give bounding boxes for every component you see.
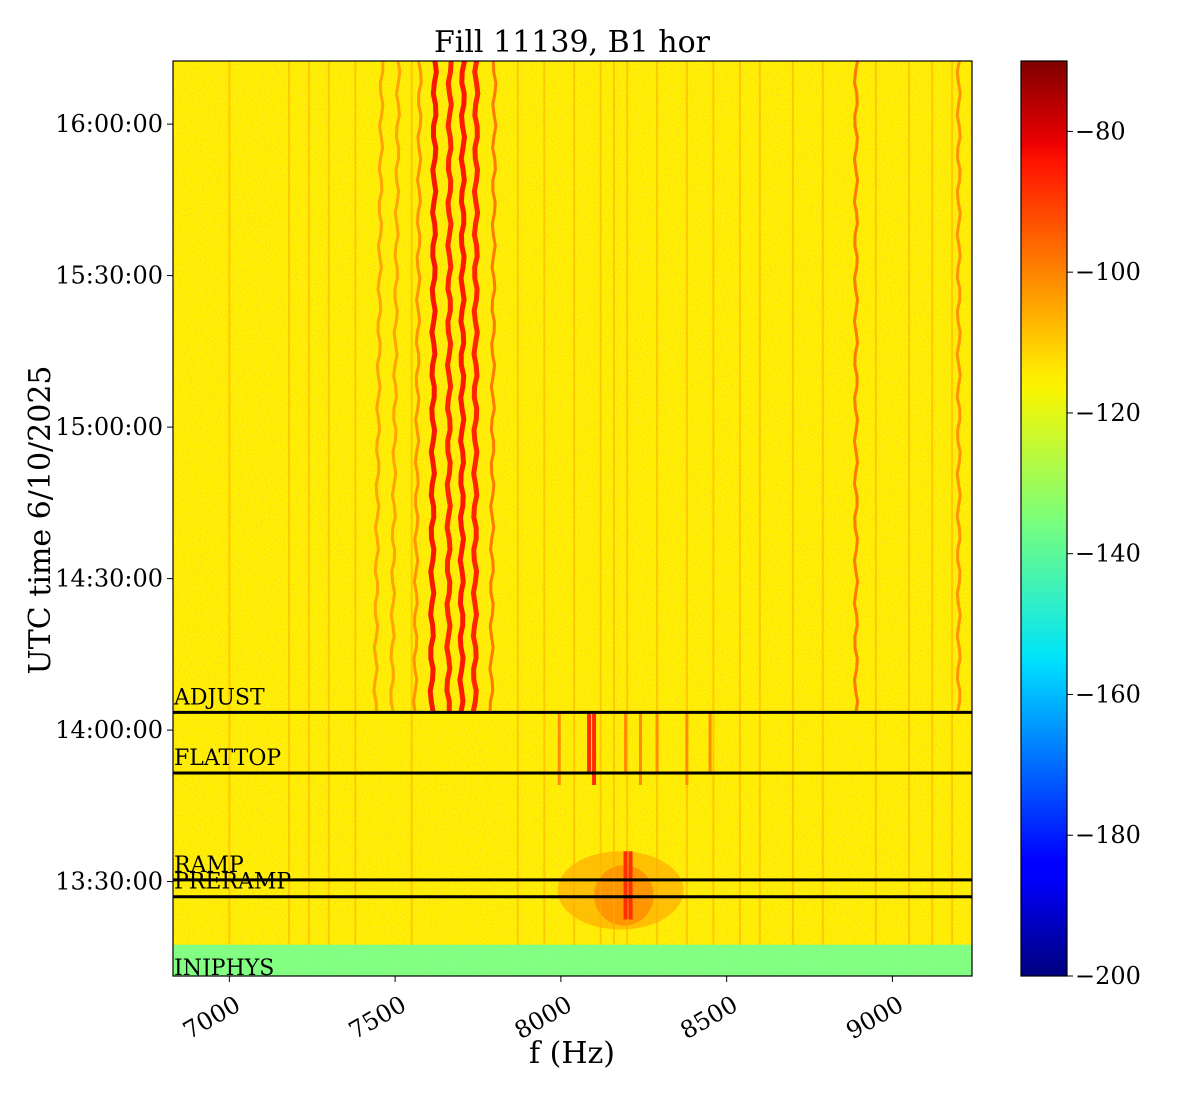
colorbar-ticks: −80 −100 −120 −140 −160 −180 −200 — [1067, 117, 1141, 990]
spectral-line — [470, 61, 481, 713]
injphys-band-texture — [173, 944, 972, 976]
y-tick-label: 15:00:00 — [55, 413, 163, 441]
spectral-line — [372, 61, 385, 713]
y-tick-label: 14:30:00 — [55, 565, 163, 593]
phase-label: RAMP — [174, 853, 244, 878]
y-axis-label: UTC time 6/10/2025 — [23, 366, 58, 675]
colorbar-tick-label: −100 — [1075, 258, 1141, 286]
spectral-line — [488, 61, 498, 713]
spectral-line — [389, 61, 402, 713]
x-tick-label: 8500 — [676, 990, 743, 1045]
plot-frame — [172, 60, 973, 977]
y-tick-label: 13:30:00 — [55, 868, 163, 896]
spectral-line — [411, 61, 423, 713]
colorbar-tick-label: −200 — [1075, 962, 1141, 990]
phase-label: PRERAMP — [174, 870, 291, 895]
x-tick-label: 7000 — [178, 990, 245, 1045]
y-tick-label: 15:30:00 — [55, 262, 163, 290]
phase-label: INJPHYS — [174, 956, 274, 981]
colorbar-tick-label: −80 — [1075, 117, 1126, 145]
y-tick-label: 14:00:00 — [55, 716, 163, 744]
y-tick-label: 16:00:00 — [55, 110, 163, 138]
y-axis-ticks: 16:00:00 15:30:00 15:00:00 14:30:00 14:00:00… — [55, 110, 173, 896]
x-tick-label: 9000 — [841, 990, 908, 1045]
colorbar-tick-label: −140 — [1075, 540, 1141, 568]
spectrogram-texture — [173, 61, 972, 976]
phase-label: ADJUST — [173, 685, 265, 710]
chart-title: Fill 11139, B1 hor — [434, 25, 711, 60]
colorbar-tick-label: −120 — [1075, 399, 1141, 427]
spectral-line — [444, 61, 454, 713]
colorbar — [1020, 60, 1068, 977]
x-axis-label: f (Hz) — [529, 1036, 615, 1071]
spectral-line — [955, 61, 962, 713]
x-axis-ticks: 7000 7500 8000 8500 9000 — [178, 976, 908, 1045]
colorbar-tick-label: −160 — [1075, 680, 1141, 708]
x-tick-label: 7500 — [344, 990, 411, 1045]
spectral-line — [457, 61, 468, 713]
spectral-line — [427, 61, 439, 713]
spectral-line — [852, 61, 860, 713]
colorbar-tick-label: −180 — [1075, 821, 1141, 849]
spectral-lines — [228, 61, 962, 945]
phase-label: FLATTOP — [174, 746, 281, 771]
